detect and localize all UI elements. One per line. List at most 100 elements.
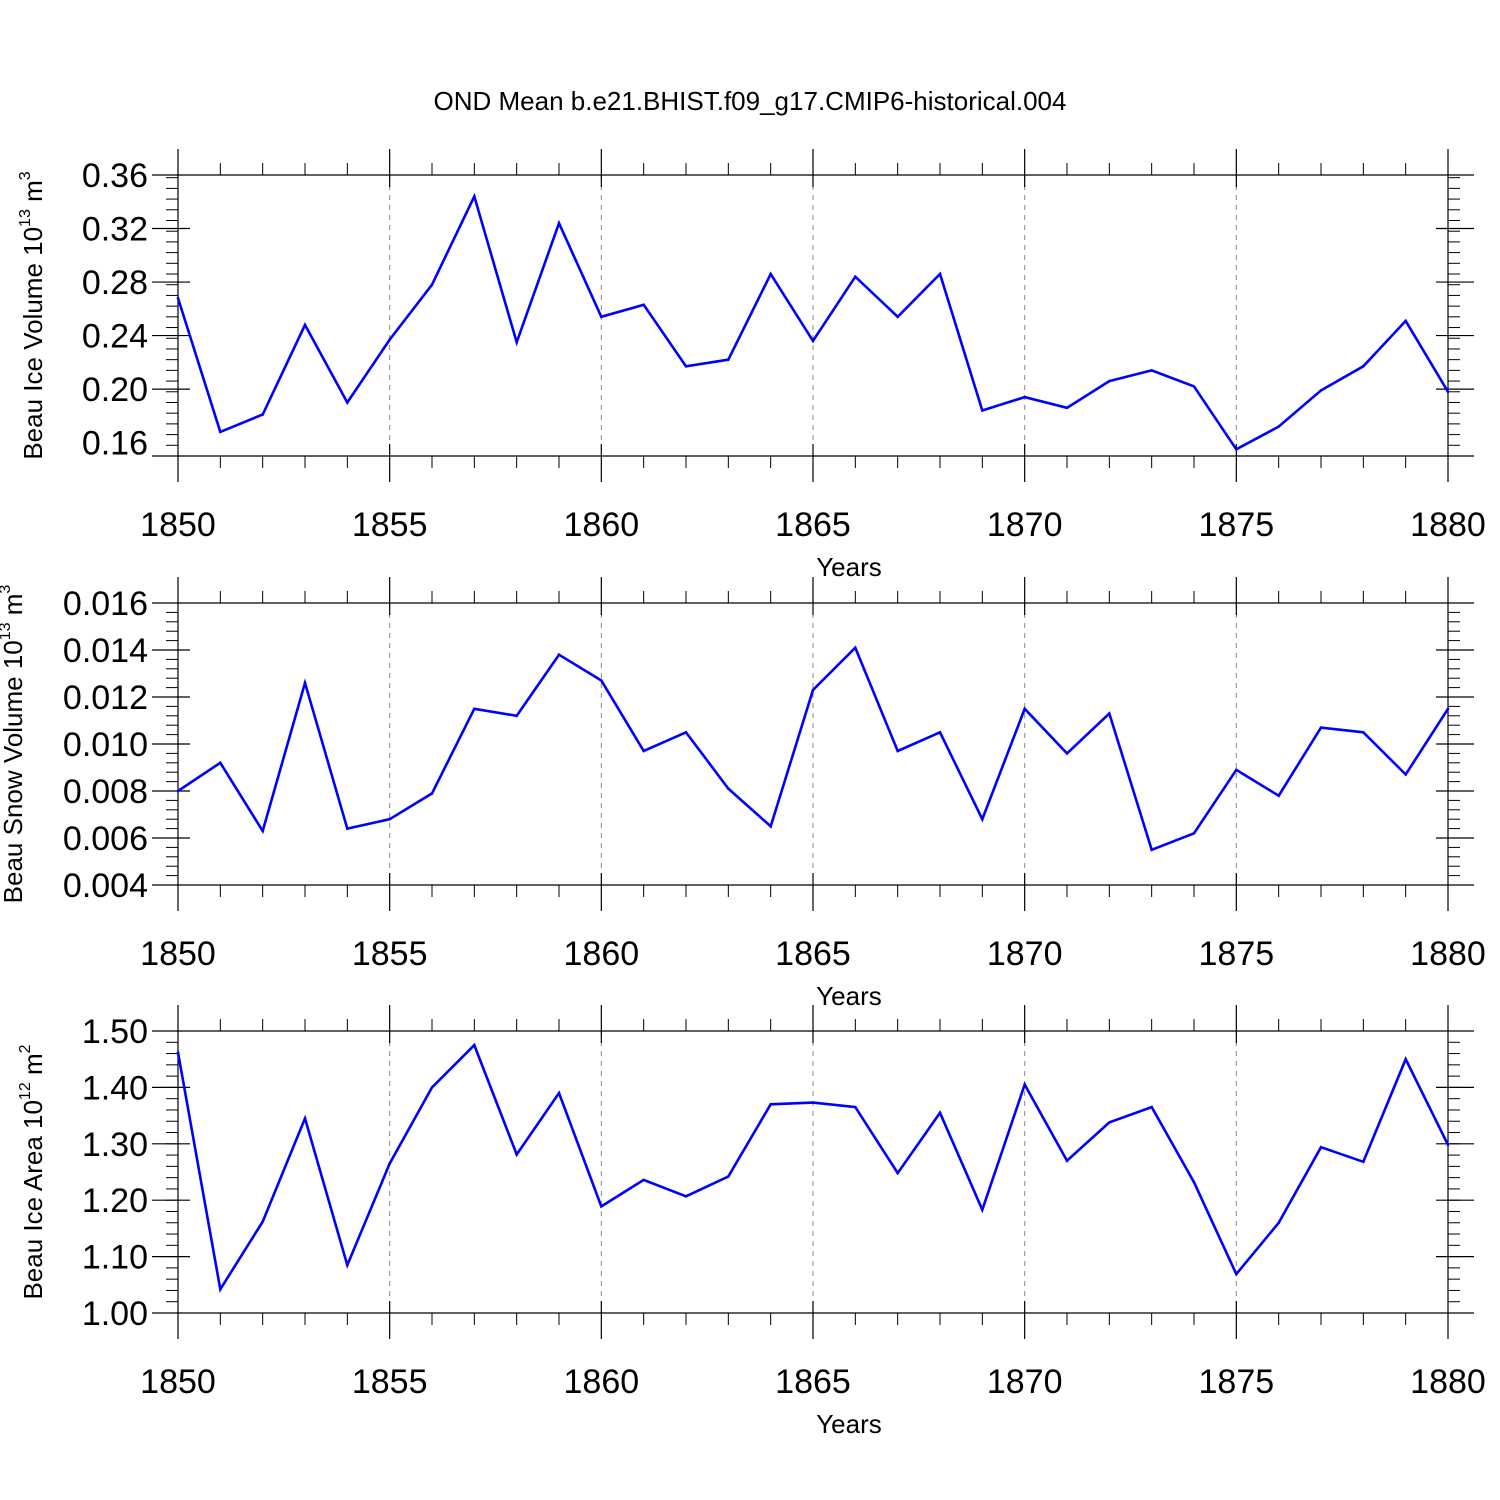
data-point — [261, 413, 265, 416]
y-tick-label: 1.40 — [82, 1069, 148, 1107]
data-point — [642, 303, 645, 307]
x-tick-label: 1870 — [987, 935, 1063, 973]
y-axis-label: Beau Ice Volume 1013 m3 — [17, 171, 48, 459]
data-point — [388, 817, 392, 821]
y-axis-label-part: 13 — [0, 622, 14, 640]
data-point — [642, 1178, 645, 1182]
data-point — [1235, 768, 1238, 772]
data-point — [1108, 1121, 1111, 1124]
y-axis-label-part: Beau Ice Volume 10 — [18, 227, 48, 460]
data-point — [769, 825, 772, 828]
x-tick-label: 1870 — [987, 1363, 1063, 1401]
data-point — [938, 1111, 942, 1115]
x-tick-label: 1850 — [140, 1363, 216, 1401]
y-tick-label: 0.32 — [82, 211, 148, 249]
y-tick-label: 1.10 — [82, 1239, 148, 1277]
data-point — [219, 430, 222, 434]
data-point — [346, 1263, 349, 1267]
y-axis-label-part: 2 — [17, 1044, 34, 1053]
data-point — [769, 272, 772, 276]
data-point — [176, 789, 180, 793]
data-point — [515, 714, 518, 718]
panel-ice-area: 1.00 1.10 1.20 1.30 1.40 1.50 1850 1855 1860 1865… — [17, 1005, 1486, 1439]
data-point — [430, 283, 434, 287]
x-tick-label: 1855 — [352, 935, 428, 973]
data-point — [1446, 390, 1450, 394]
data-point — [1235, 1272, 1238, 1276]
data-point — [388, 338, 392, 341]
data-point — [1446, 707, 1450, 711]
data-point — [430, 1086, 434, 1089]
data-point — [854, 1105, 857, 1109]
y-tick-label: 0.28 — [82, 264, 148, 302]
y-axis-label-part: m — [0, 594, 28, 623]
y-axis-label-part: 12 — [17, 1082, 34, 1100]
x-tick-label: 1850 — [140, 935, 216, 973]
data-point — [1277, 425, 1280, 428]
data-point — [176, 1051, 180, 1054]
data-point — [1192, 1180, 1196, 1184]
y-axis-label: Beau Snow Volume 1013 m3 — [0, 585, 28, 904]
data-point — [938, 731, 942, 734]
x-axis-label: Years — [816, 1409, 882, 1439]
y-tick-label: 0.016 — [63, 585, 148, 623]
data-point — [1192, 385, 1196, 388]
data-point — [176, 296, 180, 300]
y-tick-label: 0.24 — [82, 318, 148, 356]
data-point — [219, 1288, 222, 1291]
y-axis-label-part: Beau Ice Area 10 — [18, 1100, 48, 1299]
data-point — [1235, 448, 1238, 451]
y-tick-label: 0.012 — [63, 679, 148, 717]
data-point — [219, 761, 222, 765]
data-point — [388, 1162, 392, 1165]
data-point — [684, 1195, 688, 1198]
data-point — [981, 409, 984, 412]
x-tick-label: 1865 — [775, 1363, 851, 1401]
y-tick-label: 1.30 — [82, 1126, 148, 1164]
data-point — [1150, 369, 1153, 372]
x-tick-label: 1870 — [987, 506, 1063, 544]
x-tick-label: 1880 — [1410, 506, 1486, 544]
data-point — [261, 829, 265, 833]
data-point — [1319, 726, 1323, 729]
data-point — [1277, 794, 1280, 797]
data-point — [600, 679, 603, 682]
x-tick-label: 1860 — [564, 506, 640, 544]
x-axis-label: Years — [816, 981, 882, 1011]
panel-ice-volume: 0.16 0.20 0.24 0.28 0.32 0.36 1850 1855 1860 1865… — [17, 149, 1486, 582]
y-tick-label: 0.16 — [82, 425, 148, 463]
data-point — [1150, 848, 1153, 852]
y-axis-label-part: 13 — [17, 209, 34, 227]
data-point — [515, 1153, 518, 1156]
y-axis-label-part: Beau Snow Volume 10 — [0, 640, 28, 903]
figure-title: OND Mean b.e21.BHIST.f09_g17.CMIP6-histo… — [434, 86, 1067, 116]
data-point — [473, 707, 476, 711]
x-tick-label: 1855 — [352, 506, 428, 544]
data-point — [1404, 1057, 1407, 1061]
data-point — [1404, 773, 1407, 776]
y-axis-label: Beau Ice Area 1012 m2 — [17, 1044, 48, 1299]
x-tick-label: 1855 — [352, 1363, 428, 1401]
data-point — [854, 646, 857, 649]
data-point — [684, 365, 688, 368]
x-tick-label: 1860 — [564, 1363, 640, 1401]
data-point — [684, 731, 688, 734]
data-point — [727, 1175, 730, 1178]
data-point — [1065, 406, 1069, 410]
x-tick-label: 1850 — [140, 506, 216, 544]
data-point — [1065, 1159, 1069, 1162]
data-point — [727, 358, 730, 362]
data-point — [430, 792, 434, 795]
data-point — [346, 401, 349, 404]
data-point — [1023, 707, 1026, 711]
y-tick-label: 1.20 — [82, 1182, 148, 1220]
data-point — [1023, 1083, 1026, 1086]
y-axis-label-part: m — [18, 1053, 48, 1082]
y-tick-label: 0.36 — [82, 157, 148, 195]
x-tick-label: 1880 — [1410, 1363, 1486, 1401]
data-point — [896, 315, 899, 319]
data-point — [303, 323, 307, 327]
data-point — [1277, 1221, 1280, 1225]
data-point — [769, 1103, 772, 1106]
